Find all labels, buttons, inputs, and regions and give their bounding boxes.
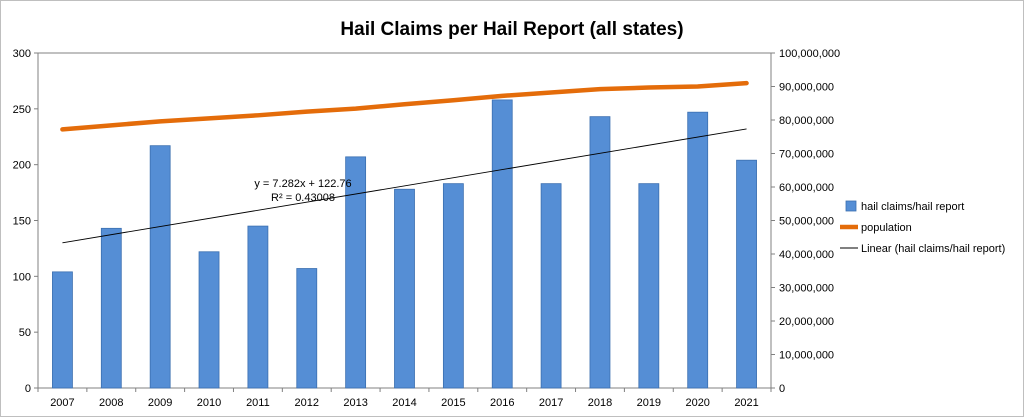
bar — [540, 183, 562, 389]
x-axis-tick-label: 2012 — [295, 397, 319, 409]
left-axis-tick-label: 150 — [13, 216, 31, 228]
left-axis-tick-label: 0 — [25, 383, 31, 395]
right-axis-tick-label: 20,000,000 — [779, 316, 834, 328]
trendline-equation: y = 7.282x + 122.76 — [254, 178, 351, 190]
trendline-r-squared: R² = 0.43008 — [271, 192, 335, 204]
chart-title: Hail Claims per Hail Report (all states) — [340, 19, 683, 40]
bar — [491, 99, 513, 389]
bar — [589, 116, 611, 389]
plot-area: 0 50 100 150 200 250 300 0 10,000,000 20,000,000 3… — [13, 48, 841, 409]
bar — [296, 268, 318, 389]
bar — [198, 251, 220, 389]
population-line — [60, 80, 749, 132]
bar — [149, 145, 171, 389]
bar — [442, 183, 464, 389]
right-axis-tick-label: 0 — [779, 383, 785, 395]
x-axis-tick-label: 2019 — [637, 397, 661, 409]
right-axis-tick-label: 70,000,000 — [779, 149, 834, 161]
x-axis-tick-label: 2017 — [539, 397, 563, 409]
bar — [736, 159, 757, 389]
x-axis-tick-label: 2014 — [392, 397, 416, 409]
right-axis-tick-label: 40,000,000 — [779, 249, 834, 261]
right-axis-tick-label: 10,000,000 — [779, 350, 834, 362]
x-axis-tick-label: 2008 — [99, 397, 123, 409]
x-axis-tick-label: 2009 — [148, 397, 172, 409]
x-axis-tick-label: 2021 — [734, 397, 758, 409]
legend: hail claims/hail report population Linear … — [840, 200, 1005, 255]
legend-label-population: population — [861, 222, 912, 234]
right-axis-tick-label: 80,000,000 — [779, 115, 834, 127]
x-axis-tick-label: 2011 — [246, 397, 270, 409]
right-axis-tick-label: 30,000,000 — [779, 283, 834, 295]
bar — [638, 183, 660, 389]
left-axis-tick-label: 50 — [19, 327, 31, 339]
bar — [247, 225, 269, 389]
x-axis-tick-label: 2010 — [197, 397, 221, 409]
right-axis-tick-label: 90,000,000 — [779, 82, 834, 94]
legend-label-trendline: Linear (hail claims/hail report) — [861, 243, 1005, 255]
bar — [394, 188, 415, 389]
x-axis-tick-label: 2020 — [685, 397, 709, 409]
x-axis-tick-label: 2015 — [441, 397, 465, 409]
bar — [52, 271, 73, 389]
right-axis-tick-label: 100,000,000 — [779, 48, 840, 60]
left-axis-tick-label: 250 — [13, 104, 31, 116]
trendline — [62, 128, 747, 244]
bar — [345, 156, 367, 389]
right-axis-tick-label: 50,000,000 — [779, 216, 834, 228]
left-axis-tick-label: 100 — [13, 271, 31, 283]
right-axis-tick-label: 60,000,000 — [779, 182, 834, 194]
left-axis-tick-label: 300 — [13, 48, 31, 60]
bar — [687, 111, 709, 389]
x-axis-tick-label: 2013 — [343, 397, 367, 409]
x-axis-tick-label: 2018 — [588, 397, 612, 409]
legend-label-bars: hail claims/hail report — [861, 201, 964, 213]
left-axis-tick-label: 200 — [13, 160, 31, 172]
bar — [100, 227, 122, 389]
x-axis-tick-label: 2007 — [50, 397, 74, 409]
x-axis-tick-label: 2016 — [490, 397, 514, 409]
legend-swatch-bars — [845, 200, 857, 212]
